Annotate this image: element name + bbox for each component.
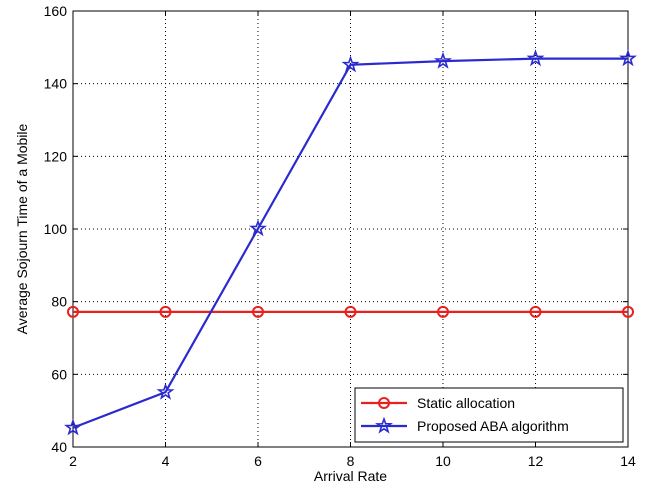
y-axis-label: Average Sojourn Time of a Mobile xyxy=(14,123,30,334)
plot-area xyxy=(64,10,637,448)
x-axis: 2 4 6 8 10 12 14 xyxy=(69,11,636,469)
series-1 xyxy=(67,305,634,318)
y-axis: 40 60 80 100 120 140 160 xyxy=(44,3,628,455)
data-point-star-marker xyxy=(341,55,360,73)
data-point-circle-marker xyxy=(378,397,390,409)
legend-label: Static allocation xyxy=(417,395,515,411)
legend: Static allocation Proposed ABA algorithm xyxy=(354,387,624,443)
series-2 xyxy=(64,49,637,436)
series-layer xyxy=(64,49,637,436)
data-point-circle-marker xyxy=(159,305,172,318)
plot-frame xyxy=(72,10,629,448)
x-tick-label: 4 xyxy=(162,453,170,469)
data-point-circle-marker xyxy=(529,305,542,318)
x-axis-label: Arrival Rate xyxy=(314,468,387,484)
data-point-star-marker xyxy=(526,49,545,67)
y-tick-label: 40 xyxy=(51,439,67,455)
data-point-circle-marker xyxy=(437,305,449,318)
x-tick-label: 8 xyxy=(347,453,355,469)
y-tick-label: 140 xyxy=(44,76,68,92)
data-point-star-marker xyxy=(375,416,393,434)
data-point-circle-marker xyxy=(344,305,357,318)
series-line xyxy=(72,57,628,429)
x-tick-label: 12 xyxy=(528,453,544,469)
y-tick-label: 160 xyxy=(44,3,68,19)
legend-item: Proposed ABA algorithm xyxy=(361,416,569,434)
grid-lines xyxy=(73,11,628,447)
y-tick-label: 60 xyxy=(51,366,67,382)
x-tick-label: 6 xyxy=(254,453,262,469)
x-tick-label: 2 xyxy=(69,453,77,469)
data-point-circle-marker xyxy=(252,305,264,318)
legend-item: Static allocation xyxy=(361,395,515,411)
data-point-circle-marker xyxy=(67,305,79,318)
x-tick-label: 14 xyxy=(620,453,636,469)
data-point-star-marker xyxy=(619,49,637,67)
data-point-star-marker xyxy=(249,219,267,237)
legend-box xyxy=(354,387,624,443)
y-tick-label: 80 xyxy=(51,294,67,310)
x-tick-label: 10 xyxy=(435,453,451,469)
data-point-star-marker xyxy=(156,382,175,400)
y-tick-label: 100 xyxy=(44,221,68,237)
data-point-star-marker xyxy=(434,51,452,69)
y-tick-label: 120 xyxy=(44,148,68,164)
legend-label: Proposed ABA algorithm xyxy=(417,418,569,434)
data-point-circle-marker xyxy=(622,305,634,318)
data-point-star-marker xyxy=(64,418,82,436)
